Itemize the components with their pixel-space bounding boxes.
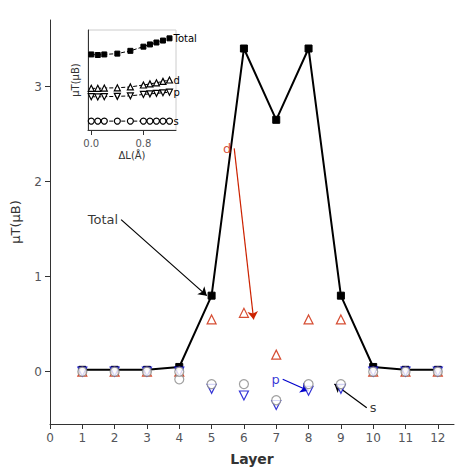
svg-text:4: 4	[175, 431, 183, 445]
svg-text:2: 2	[34, 175, 42, 189]
svg-text:0: 0	[34, 365, 42, 379]
svg-text:8: 8	[305, 431, 313, 445]
svg-text:7: 7	[272, 431, 280, 445]
svg-text:d: d	[173, 75, 179, 86]
svg-text:p: p	[173, 87, 179, 98]
svg-text:12: 12	[430, 431, 445, 445]
svg-text:Total: Total	[172, 33, 196, 44]
svg-text:3: 3	[34, 80, 42, 94]
svg-text:11: 11	[398, 431, 413, 445]
svg-text:9: 9	[337, 431, 345, 445]
svg-text:1: 1	[78, 431, 86, 445]
svg-text:3: 3	[143, 431, 151, 445]
svg-text:2: 2	[111, 431, 119, 445]
svg-text:0.8: 0.8	[135, 138, 151, 149]
svg-text:0.0: 0.0	[83, 138, 99, 149]
svg-text:d: d	[223, 141, 231, 156]
svg-text:Total: Total	[87, 212, 118, 227]
svg-text:6: 6	[240, 431, 248, 445]
svg-text:5: 5	[208, 431, 216, 445]
svg-text:1: 1	[34, 270, 42, 284]
svg-text:Layer: Layer	[230, 451, 274, 467]
svg-text:μT(μB): μT(μB)	[8, 200, 23, 244]
svg-text:s: s	[370, 400, 377, 415]
svg-text:μT(μB): μT(μB)	[70, 63, 81, 97]
svg-text:10: 10	[366, 431, 381, 445]
svg-text:s: s	[173, 116, 178, 127]
svg-text:p: p	[271, 372, 279, 387]
svg-text:0: 0	[46, 431, 54, 445]
svg-text:ΔL(Å): ΔL(Å)	[118, 149, 145, 161]
